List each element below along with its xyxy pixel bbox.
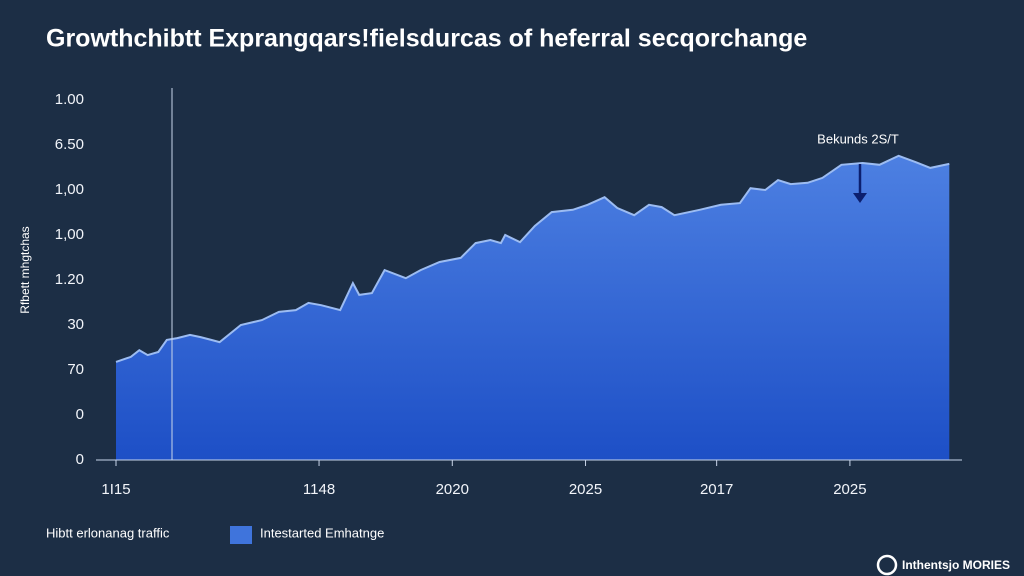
x-tick-label: 2025 [569,481,602,498]
legend-title: Hibtt erlonanag traffic [46,525,170,540]
y-tick-label: 1.00 [55,91,84,108]
x-tick-label: 2017 [700,481,733,498]
legend-label: Intestarted Emhatnge [260,525,384,540]
y-tick-label: 1.20 [55,271,84,288]
y-tick-label: 0 [76,451,84,468]
y-tick-label: 70 [67,361,84,378]
watermark: Inthentsjo MORIES [902,558,1010,572]
y-tick-label: 0 [76,406,84,423]
y-tick-label: 6.50 [55,136,84,153]
y-tick-label: 30 [67,316,84,333]
legend-swatch [230,526,252,544]
x-tick-label: 1148 [303,481,335,498]
y-tick-label: 1,00 [55,226,84,243]
x-tick-label: 1I15 [101,481,130,498]
plot-area: 0 0 70 30 1.20 1,00 1,00 6.50 1.00 1I15 1148 2020 20… [55,91,962,498]
y-axis-label: Rfbett mhgtchas [18,226,32,313]
area-line [115,154,950,363]
annotation: Bekunds 2S/T [817,131,899,146]
y-tick-label: 1,00 [55,181,84,198]
area [116,155,950,461]
chart-title: Growthchibtt Exprangqars!fielsdurcas of … [46,25,807,53]
annotation-arrowhead [853,193,867,203]
x-tick-label: 2025 [833,481,866,498]
watermark-icon [876,554,898,576]
x-tick-label: 2020 [436,481,469,498]
